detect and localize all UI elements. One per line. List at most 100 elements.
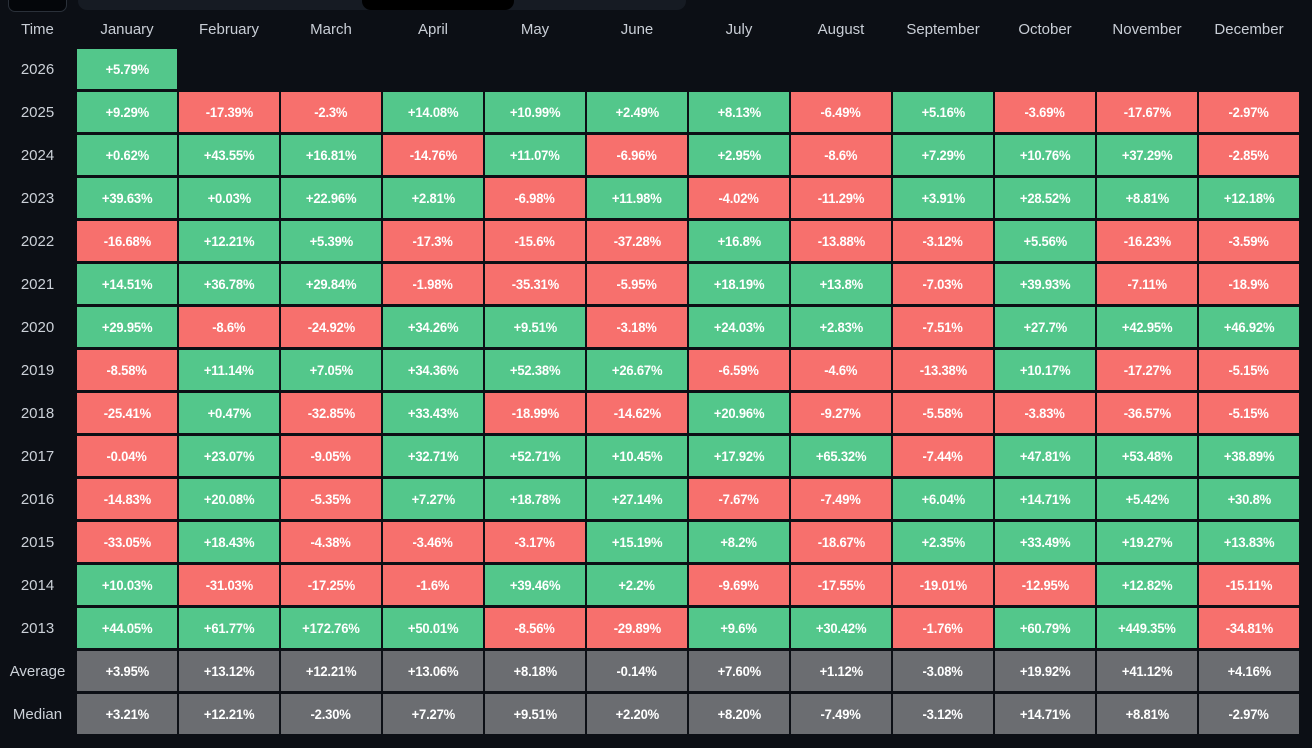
cell-2023-june[interactable]: +11.98% — [587, 178, 687, 218]
cell-2017-april[interactable]: +32.71% — [383, 436, 483, 476]
cell-2023-october[interactable]: +28.52% — [995, 178, 1095, 218]
cell-2015-october[interactable]: +33.49% — [995, 522, 1095, 562]
cell-2014-may[interactable]: +39.46% — [485, 565, 585, 605]
cell-2013-march[interactable]: +172.76% — [281, 608, 381, 648]
cell-2015-february[interactable]: +18.43% — [179, 522, 279, 562]
cell-2016-january[interactable]: -14.83% — [77, 479, 177, 519]
cell-2018-october[interactable]: -3.83% — [995, 393, 1095, 433]
cell-2015-june[interactable]: +15.19% — [587, 522, 687, 562]
cell-2014-november[interactable]: +12.82% — [1097, 565, 1197, 605]
cell-2013-december[interactable]: -34.81% — [1199, 608, 1299, 648]
cell-2013-october[interactable]: +60.79% — [995, 608, 1095, 648]
cell-2021-june[interactable]: -5.95% — [587, 264, 687, 304]
cell-2013-september[interactable]: -1.76% — [893, 608, 993, 648]
cell-2015-may[interactable]: -3.17% — [485, 522, 585, 562]
cell-2025-april[interactable]: +14.08% — [383, 92, 483, 132]
cell-2013-august[interactable]: +30.42% — [791, 608, 891, 648]
cell-median-march[interactable]: -2.30% — [281, 694, 381, 734]
cell-2016-march[interactable]: -5.35% — [281, 479, 381, 519]
horizontal-scrollbar-thumb[interactable] — [362, 0, 514, 10]
cell-2022-october[interactable]: +5.56% — [995, 221, 1095, 261]
cell-2014-march[interactable]: -17.25% — [281, 565, 381, 605]
cell-2019-march[interactable]: +7.05% — [281, 350, 381, 390]
cell-2023-may[interactable]: -6.98% — [485, 178, 585, 218]
cell-2016-june[interactable]: +27.14% — [587, 479, 687, 519]
cell-2017-october[interactable]: +47.81% — [995, 436, 1095, 476]
cell-2013-may[interactable]: -8.56% — [485, 608, 585, 648]
cell-2018-february[interactable]: +0.47% — [179, 393, 279, 433]
cell-2014-september[interactable]: -19.01% — [893, 565, 993, 605]
cell-2014-january[interactable]: +10.03% — [77, 565, 177, 605]
cell-2025-november[interactable]: -17.67% — [1097, 92, 1197, 132]
cell-2016-july[interactable]: -7.67% — [689, 479, 789, 519]
cell-median-july[interactable]: +8.20% — [689, 694, 789, 734]
cell-2017-january[interactable]: -0.04% — [77, 436, 177, 476]
cell-2020-march[interactable]: -24.92% — [281, 307, 381, 347]
cell-average-august[interactable]: +1.12% — [791, 651, 891, 691]
cell-2024-july[interactable]: +2.95% — [689, 135, 789, 175]
cell-2013-june[interactable]: -29.89% — [587, 608, 687, 648]
cell-2023-august[interactable]: -11.29% — [791, 178, 891, 218]
cell-2021-december[interactable]: -18.9% — [1199, 264, 1299, 304]
cell-median-february[interactable]: +12.21% — [179, 694, 279, 734]
cell-2020-december[interactable]: +46.92% — [1199, 307, 1299, 347]
partial-tab-button[interactable] — [8, 0, 67, 12]
cell-2019-december[interactable]: -5.15% — [1199, 350, 1299, 390]
cell-2023-november[interactable]: +8.81% — [1097, 178, 1197, 218]
cell-2018-november[interactable]: -36.57% — [1097, 393, 1197, 433]
cell-average-december[interactable]: +4.16% — [1199, 651, 1299, 691]
cell-2021-october[interactable]: +39.93% — [995, 264, 1095, 304]
cell-2014-april[interactable]: -1.6% — [383, 565, 483, 605]
cell-2018-august[interactable]: -9.27% — [791, 393, 891, 433]
cell-2022-august[interactable]: -13.88% — [791, 221, 891, 261]
cell-2023-december[interactable]: +12.18% — [1199, 178, 1299, 218]
cell-average-november[interactable]: +41.12% — [1097, 651, 1197, 691]
cell-2025-february[interactable]: -17.39% — [179, 92, 279, 132]
cell-2015-march[interactable]: -4.38% — [281, 522, 381, 562]
cell-2025-june[interactable]: +2.49% — [587, 92, 687, 132]
cell-2015-december[interactable]: +13.83% — [1199, 522, 1299, 562]
cell-2021-november[interactable]: -7.11% — [1097, 264, 1197, 304]
cell-2017-december[interactable]: +38.89% — [1199, 436, 1299, 476]
cell-2019-april[interactable]: +34.36% — [383, 350, 483, 390]
cell-2015-november[interactable]: +19.27% — [1097, 522, 1197, 562]
cell-2022-march[interactable]: +5.39% — [281, 221, 381, 261]
cell-median-december[interactable]: -2.97% — [1199, 694, 1299, 734]
cell-2022-february[interactable]: +12.21% — [179, 221, 279, 261]
cell-2021-september[interactable]: -7.03% — [893, 264, 993, 304]
cell-2016-october[interactable]: +14.71% — [995, 479, 1095, 519]
cell-2019-may[interactable]: +52.38% — [485, 350, 585, 390]
cell-2020-may[interactable]: +9.51% — [485, 307, 585, 347]
cell-median-may[interactable]: +9.51% — [485, 694, 585, 734]
cell-median-april[interactable]: +7.27% — [383, 694, 483, 734]
cell-2025-october[interactable]: -3.69% — [995, 92, 1095, 132]
cell-average-june[interactable]: -0.14% — [587, 651, 687, 691]
cell-2015-september[interactable]: +2.35% — [893, 522, 993, 562]
cell-2021-february[interactable]: +36.78% — [179, 264, 279, 304]
cell-2020-november[interactable]: +42.95% — [1097, 307, 1197, 347]
cell-2022-july[interactable]: +16.8% — [689, 221, 789, 261]
cell-average-april[interactable]: +13.06% — [383, 651, 483, 691]
cell-2015-august[interactable]: -18.67% — [791, 522, 891, 562]
cell-2024-november[interactable]: +37.29% — [1097, 135, 1197, 175]
cell-2024-may[interactable]: +11.07% — [485, 135, 585, 175]
cell-2020-october[interactable]: +27.7% — [995, 307, 1095, 347]
cell-2024-january[interactable]: +0.62% — [77, 135, 177, 175]
cell-2014-august[interactable]: -17.55% — [791, 565, 891, 605]
cell-2024-june[interactable]: -6.96% — [587, 135, 687, 175]
cell-2020-april[interactable]: +34.26% — [383, 307, 483, 347]
cell-2013-april[interactable]: +50.01% — [383, 608, 483, 648]
cell-average-march[interactable]: +12.21% — [281, 651, 381, 691]
cell-2020-january[interactable]: +29.95% — [77, 307, 177, 347]
cell-2018-july[interactable]: +20.96% — [689, 393, 789, 433]
cell-2021-april[interactable]: -1.98% — [383, 264, 483, 304]
cell-2026-january[interactable]: +5.79% — [77, 49, 177, 89]
cell-2022-september[interactable]: -3.12% — [893, 221, 993, 261]
cell-2022-june[interactable]: -37.28% — [587, 221, 687, 261]
cell-2019-september[interactable]: -13.38% — [893, 350, 993, 390]
cell-2025-january[interactable]: +9.29% — [77, 92, 177, 132]
cell-2018-december[interactable]: -5.15% — [1199, 393, 1299, 433]
cell-2022-november[interactable]: -16.23% — [1097, 221, 1197, 261]
cell-2017-february[interactable]: +23.07% — [179, 436, 279, 476]
cell-2018-march[interactable]: -32.85% — [281, 393, 381, 433]
